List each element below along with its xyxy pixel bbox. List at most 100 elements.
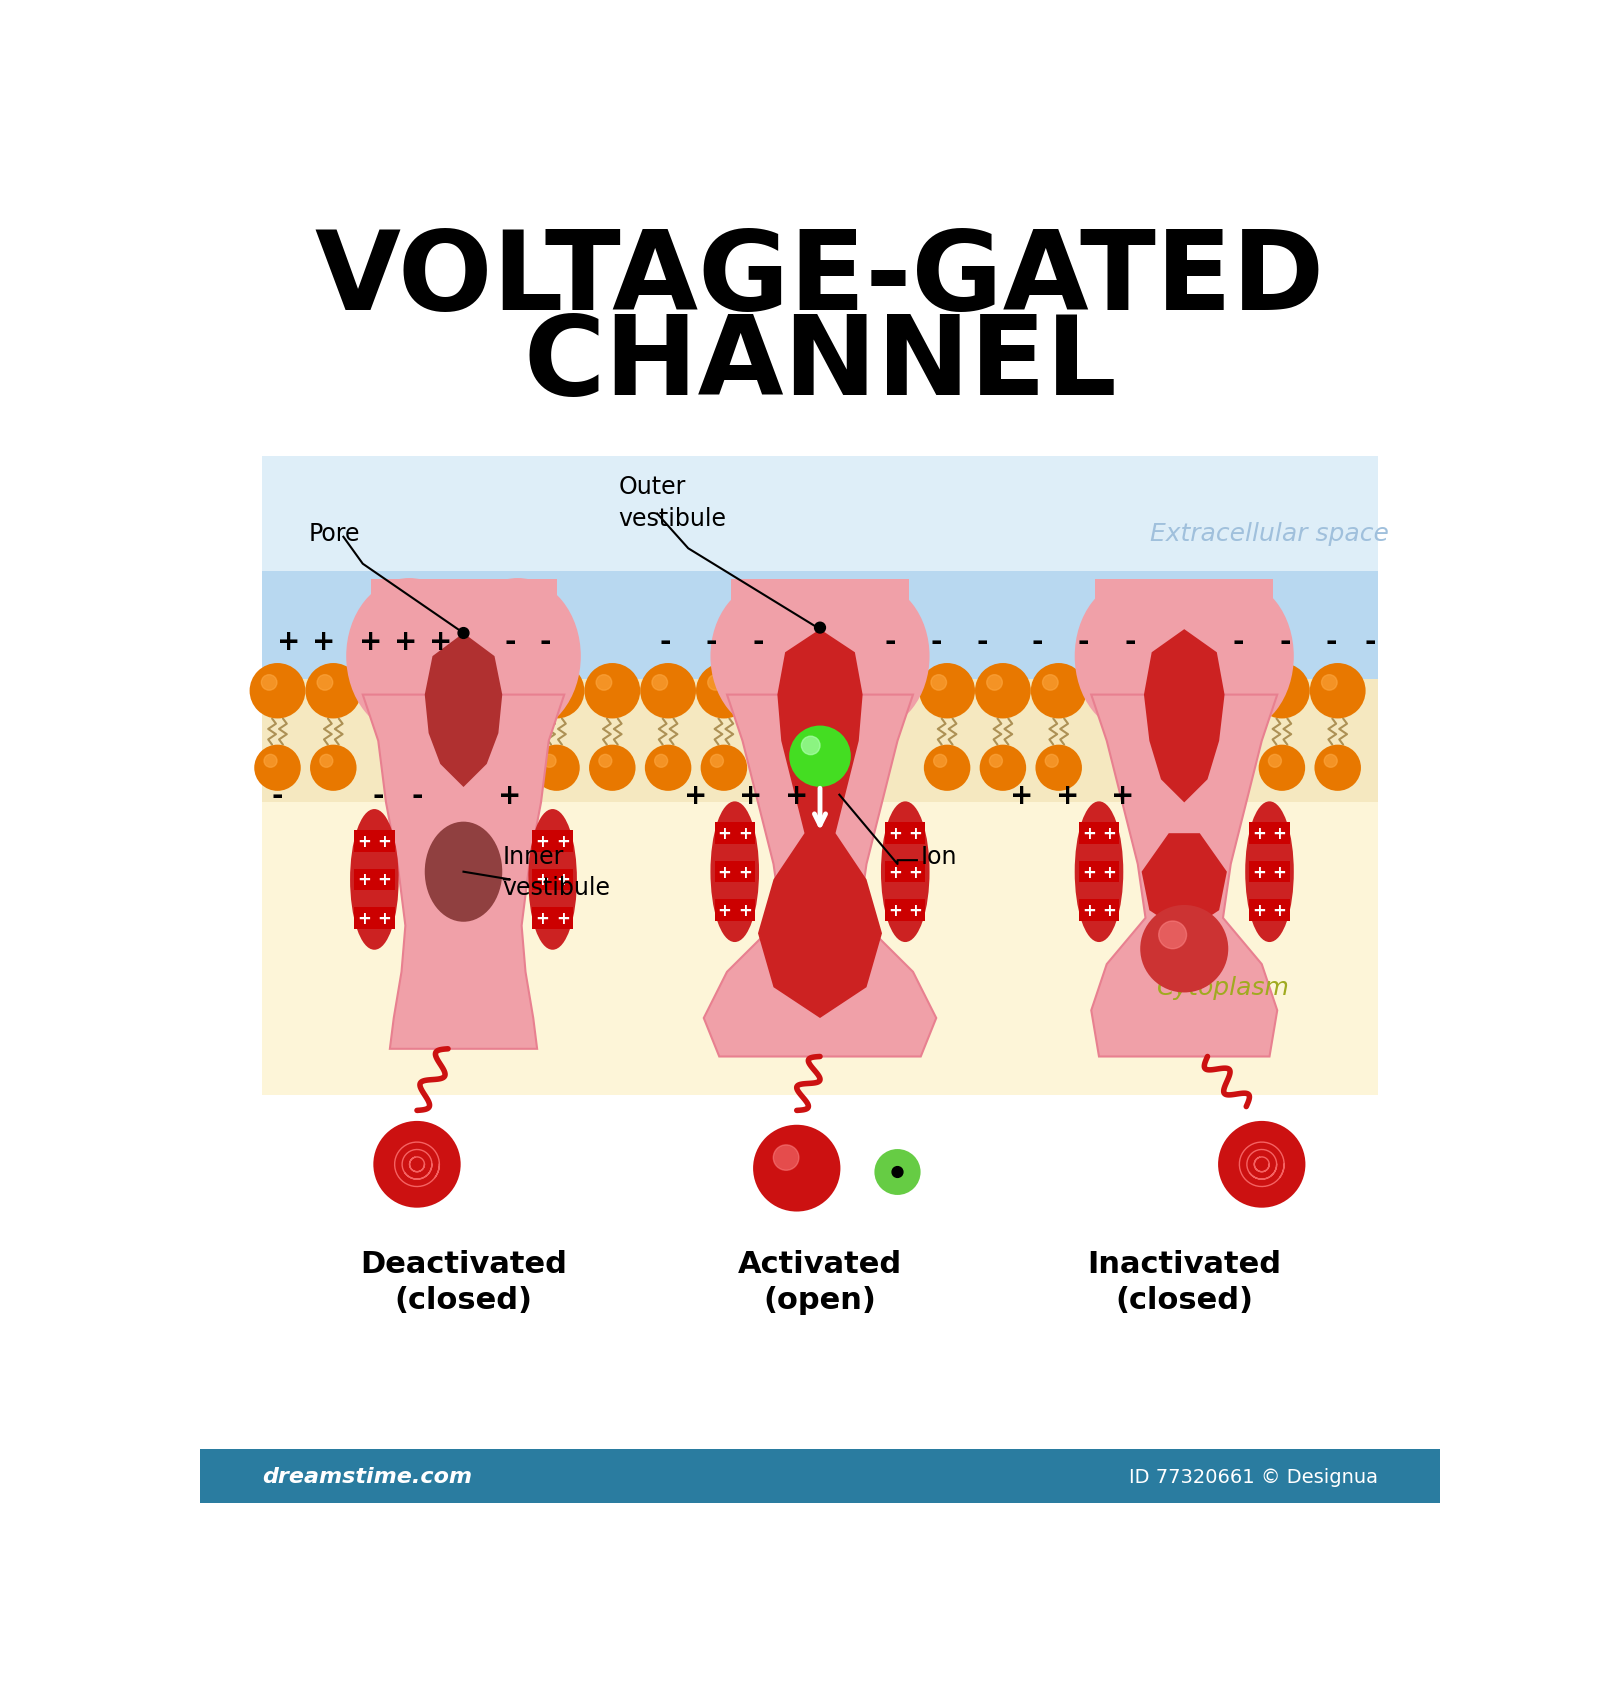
Ellipse shape — [530, 811, 576, 949]
Text: +: + — [555, 833, 570, 850]
Bar — [533, 831, 573, 853]
Text: -: - — [1365, 627, 1376, 655]
Circle shape — [306, 664, 362, 720]
Text: +: + — [1272, 902, 1286, 919]
Polygon shape — [1142, 834, 1227, 934]
Text: -: - — [373, 782, 384, 809]
Circle shape — [533, 745, 579, 792]
Circle shape — [320, 755, 333, 768]
Circle shape — [989, 755, 1003, 768]
Circle shape — [802, 736, 819, 755]
Text: +: + — [1082, 824, 1096, 843]
Circle shape — [1310, 664, 1366, 720]
Text: +: + — [1102, 863, 1117, 882]
Text: +: + — [1102, 824, 1117, 843]
Bar — [731, 579, 909, 664]
Circle shape — [696, 664, 752, 720]
Bar — [354, 907, 395, 929]
Text: Ion: Ion — [920, 844, 957, 868]
Text: -: - — [1078, 627, 1090, 655]
Circle shape — [654, 755, 667, 768]
Text: +: + — [1272, 824, 1286, 843]
Text: -: - — [539, 627, 550, 655]
Circle shape — [1043, 676, 1058, 691]
Text: +: + — [739, 782, 762, 809]
Text: Inner
vestibule: Inner vestibule — [502, 844, 610, 900]
Circle shape — [987, 676, 1002, 691]
Text: Pore: Pore — [309, 522, 360, 546]
Circle shape — [310, 745, 357, 792]
Text: +: + — [1253, 902, 1266, 919]
Bar — [715, 861, 755, 883]
Text: +: + — [312, 627, 336, 655]
Circle shape — [707, 676, 723, 691]
Circle shape — [528, 664, 584, 720]
Text: +: + — [786, 782, 808, 809]
Ellipse shape — [813, 584, 928, 730]
Circle shape — [875, 1150, 918, 1194]
Ellipse shape — [712, 584, 827, 730]
Circle shape — [1158, 922, 1187, 949]
Bar — [885, 900, 925, 922]
Circle shape — [974, 664, 1030, 720]
Polygon shape — [758, 630, 882, 1018]
Bar — [354, 831, 395, 853]
Circle shape — [640, 664, 696, 720]
Circle shape — [317, 676, 333, 691]
Text: CHANNEL: CHANNEL — [523, 311, 1117, 417]
Bar — [885, 823, 925, 844]
Circle shape — [254, 745, 301, 792]
Circle shape — [261, 676, 277, 691]
Circle shape — [1325, 755, 1338, 768]
Text: -: - — [1280, 627, 1291, 655]
Text: +: + — [718, 824, 731, 843]
Circle shape — [979, 745, 1026, 792]
Bar — [262, 456, 1378, 711]
Text: +: + — [738, 824, 752, 843]
Circle shape — [541, 676, 555, 691]
Text: -: - — [272, 782, 283, 809]
Text: VOLTAGE-GATED: VOLTAGE-GATED — [315, 226, 1325, 333]
Bar — [1250, 823, 1290, 844]
Bar — [715, 900, 755, 922]
Bar — [885, 861, 925, 883]
Text: -: - — [752, 627, 763, 655]
Text: Extracellular space: Extracellular space — [1150, 522, 1389, 546]
Text: +: + — [718, 863, 731, 882]
Text: +: + — [536, 872, 549, 888]
Ellipse shape — [350, 811, 398, 949]
Circle shape — [1315, 745, 1362, 792]
Text: +: + — [909, 902, 922, 919]
Circle shape — [1045, 755, 1058, 768]
Circle shape — [1322, 676, 1338, 691]
Text: +: + — [718, 902, 731, 919]
Text: +: + — [738, 902, 752, 919]
Text: Inactivated
(closed): Inactivated (closed) — [1088, 1250, 1282, 1314]
Text: -: - — [1232, 627, 1245, 655]
Text: +: + — [358, 627, 382, 655]
Ellipse shape — [1075, 581, 1192, 731]
Bar — [262, 456, 1378, 573]
Circle shape — [250, 664, 306, 720]
Bar — [1078, 823, 1118, 844]
Text: Cytoplasm: Cytoplasm — [1157, 976, 1290, 1000]
Text: ID 77320661 © Designua: ID 77320661 © Designua — [1130, 1466, 1378, 1486]
Circle shape — [542, 755, 557, 768]
Ellipse shape — [1246, 802, 1293, 941]
Text: +: + — [555, 909, 570, 927]
Ellipse shape — [882, 802, 928, 941]
Text: +: + — [498, 782, 522, 809]
Text: +: + — [429, 627, 451, 655]
Text: +: + — [357, 833, 371, 850]
Circle shape — [893, 1167, 902, 1177]
Bar — [371, 579, 557, 672]
Text: Outer
vestibule: Outer vestibule — [619, 475, 726, 530]
Text: +: + — [1253, 824, 1266, 843]
Text: -: - — [411, 782, 422, 809]
Circle shape — [1219, 1121, 1304, 1208]
Text: +: + — [1272, 863, 1286, 882]
Text: +: + — [378, 872, 392, 888]
Bar — [354, 870, 395, 890]
Circle shape — [918, 664, 974, 720]
Text: +: + — [888, 902, 902, 919]
